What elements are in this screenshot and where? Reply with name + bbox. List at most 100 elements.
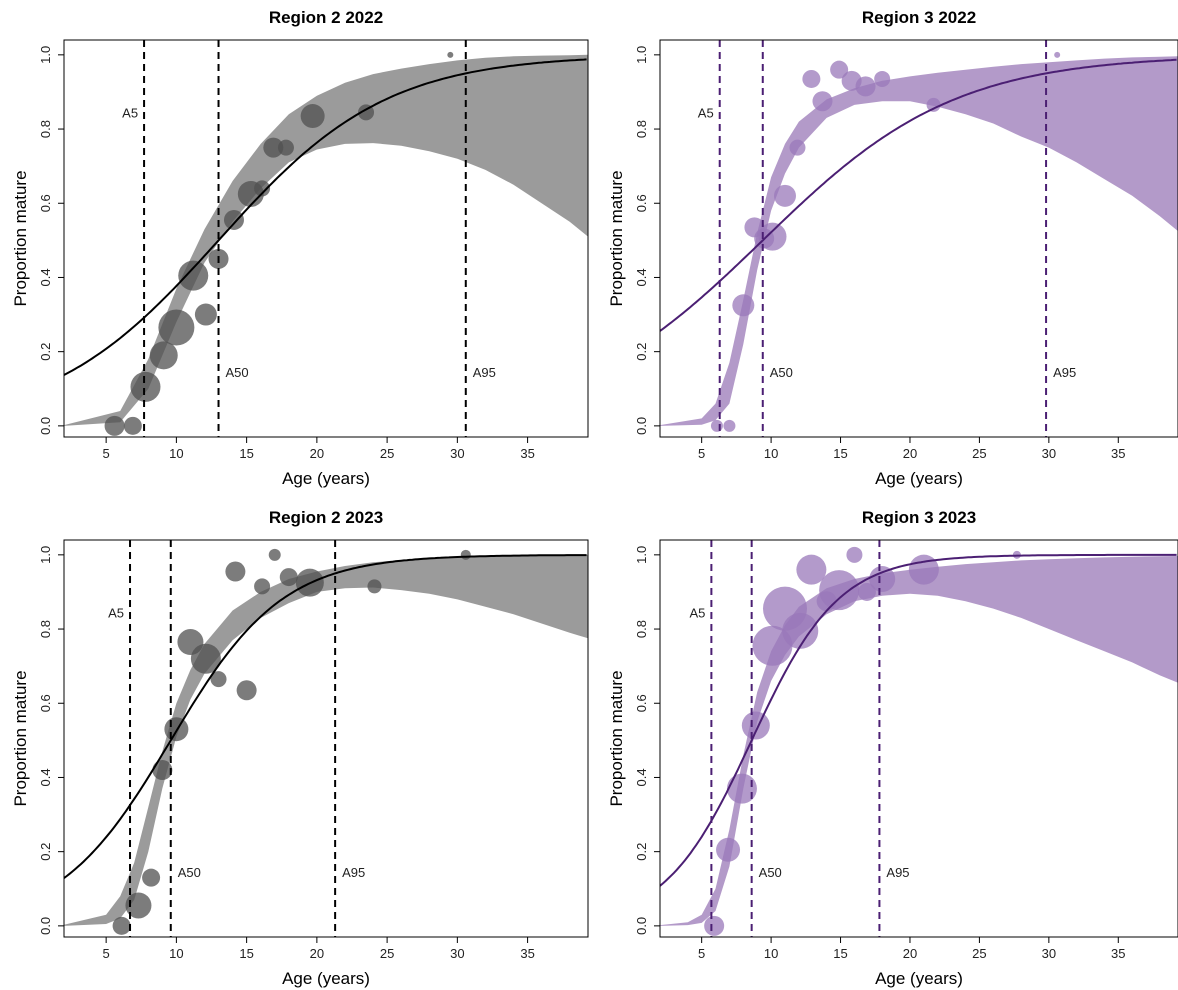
plot-area — [64, 540, 588, 937]
y-tick-label: 0.8 — [634, 120, 649, 138]
y-tick-label: 0.2 — [634, 843, 649, 861]
confidence-band — [64, 54, 588, 426]
vline-label-a5: A5 — [108, 605, 124, 620]
data-point — [710, 419, 723, 432]
y-tick-label: 0.2 — [38, 343, 53, 361]
vline-label-a95: A95 — [1053, 365, 1076, 380]
vline-label-a50: A50 — [759, 865, 782, 880]
y-tick-label: 0.0 — [38, 417, 53, 435]
y-tick-label: 0.8 — [634, 620, 649, 638]
data-point — [254, 180, 271, 197]
vline-label-a95: A95 — [886, 865, 909, 880]
plot-frame — [63, 39, 589, 438]
y-tick-label: 0.8 — [38, 120, 53, 138]
data-point — [190, 643, 221, 674]
data-point — [112, 916, 131, 935]
data-point — [789, 139, 806, 156]
x-tick-label: 35 — [1111, 946, 1125, 961]
x-tick-label: 15 — [833, 946, 847, 961]
panel-4: Region 3 2023 A5 A50 A95 5 10 15 20 25 30 35 0.0 0.2… — [607, 508, 1178, 988]
data-point — [263, 137, 284, 158]
data-point — [142, 868, 161, 887]
x-tick-label: 20 — [310, 946, 324, 961]
data-point — [300, 104, 325, 129]
y-tick-label: 0.4 — [38, 268, 53, 286]
data-point — [732, 294, 755, 317]
x-tick-label: 15 — [239, 446, 253, 461]
panel-2: Region 3 2022 A5 A50 A95 5 10 15 20 25 30 35 0.0 0.2… — [607, 8, 1178, 488]
data-point — [125, 892, 152, 919]
vline-label-a95: A95 — [473, 365, 496, 380]
panel-1: Region 2 2022 A5 A50 A95 5 10 15 20 25 30 35 0.0 0.2… — [11, 8, 589, 488]
data-point — [819, 570, 860, 611]
y-tick-label: 0.0 — [38, 917, 53, 935]
data-point — [704, 915, 725, 936]
confidence-band — [660, 556, 1178, 926]
x-tick-label: 10 — [169, 446, 183, 461]
x-tick-label: 20 — [903, 946, 917, 961]
y-tick-label: 0.2 — [38, 843, 53, 861]
data-point — [254, 578, 271, 595]
data-point — [279, 568, 298, 587]
plot-frame — [659, 39, 1178, 438]
x-tick-label: 10 — [764, 946, 778, 961]
data-point — [857, 582, 876, 601]
vline-label-a50: A50 — [178, 865, 201, 880]
data-point — [758, 222, 787, 251]
y-tick-label: 0.0 — [634, 917, 649, 935]
data-point — [152, 760, 173, 781]
panel-3: Region 2 2023 A5 A50 A95 5 10 15 20 25 30 35 0.0 0.2… — [11, 508, 589, 988]
data-point — [926, 97, 941, 112]
plot-frame — [659, 539, 1178, 938]
x-tick-label: 35 — [520, 946, 534, 961]
x-axis-label: Age (years) — [875, 469, 963, 488]
data-point — [874, 70, 891, 87]
data-point — [178, 260, 209, 291]
confidence-band — [64, 554, 588, 926]
data-point — [869, 565, 896, 592]
x-axis-label: Age (years) — [875, 969, 963, 988]
data-point — [855, 76, 876, 97]
y-tick-label: 1.0 — [38, 546, 53, 564]
x-tick-label: 30 — [450, 946, 464, 961]
x-tick-label: 10 — [764, 446, 778, 461]
y-tick-label: 1.0 — [634, 46, 649, 64]
data-point — [830, 60, 849, 79]
data-point — [149, 341, 178, 370]
data-point — [210, 671, 227, 688]
x-tick-label: 15 — [239, 946, 253, 961]
data-point — [236, 680, 257, 701]
data-point — [908, 554, 939, 585]
data-point — [752, 625, 793, 666]
data-point — [782, 612, 819, 649]
x-tick-label: 5 — [698, 446, 705, 461]
fitted-curve — [64, 554, 587, 879]
data-point — [741, 711, 770, 740]
x-tick-label: 10 — [169, 946, 183, 961]
y-tick-label: 0.6 — [634, 694, 649, 712]
data-point — [460, 549, 471, 560]
data-point — [447, 51, 454, 58]
y-tick-label: 0.6 — [634, 194, 649, 212]
data-point — [726, 773, 757, 804]
vline-label-a5: A5 — [698, 105, 714, 120]
x-tick-label: 25 — [380, 946, 394, 961]
x-tick-label: 5 — [698, 946, 705, 961]
x-tick-label: 5 — [103, 946, 110, 961]
x-tick-label: 30 — [1042, 946, 1056, 961]
data-point — [268, 548, 281, 561]
plot-area — [64, 40, 588, 437]
data-point — [773, 184, 796, 207]
plot-area — [660, 540, 1178, 937]
data-point — [796, 554, 827, 585]
x-axis-label: Age (years) — [282, 469, 370, 488]
y-axis-label: Proportion mature — [607, 170, 626, 306]
vline-label-a5: A5 — [122, 105, 138, 120]
y-axis-label: Proportion mature — [607, 670, 626, 806]
y-tick-label: 0.2 — [634, 343, 649, 361]
x-axis-label: Age (years) — [282, 969, 370, 988]
y-tick-label: 0.6 — [38, 694, 53, 712]
fitted-curve — [64, 58, 587, 376]
data-point — [1054, 51, 1061, 58]
